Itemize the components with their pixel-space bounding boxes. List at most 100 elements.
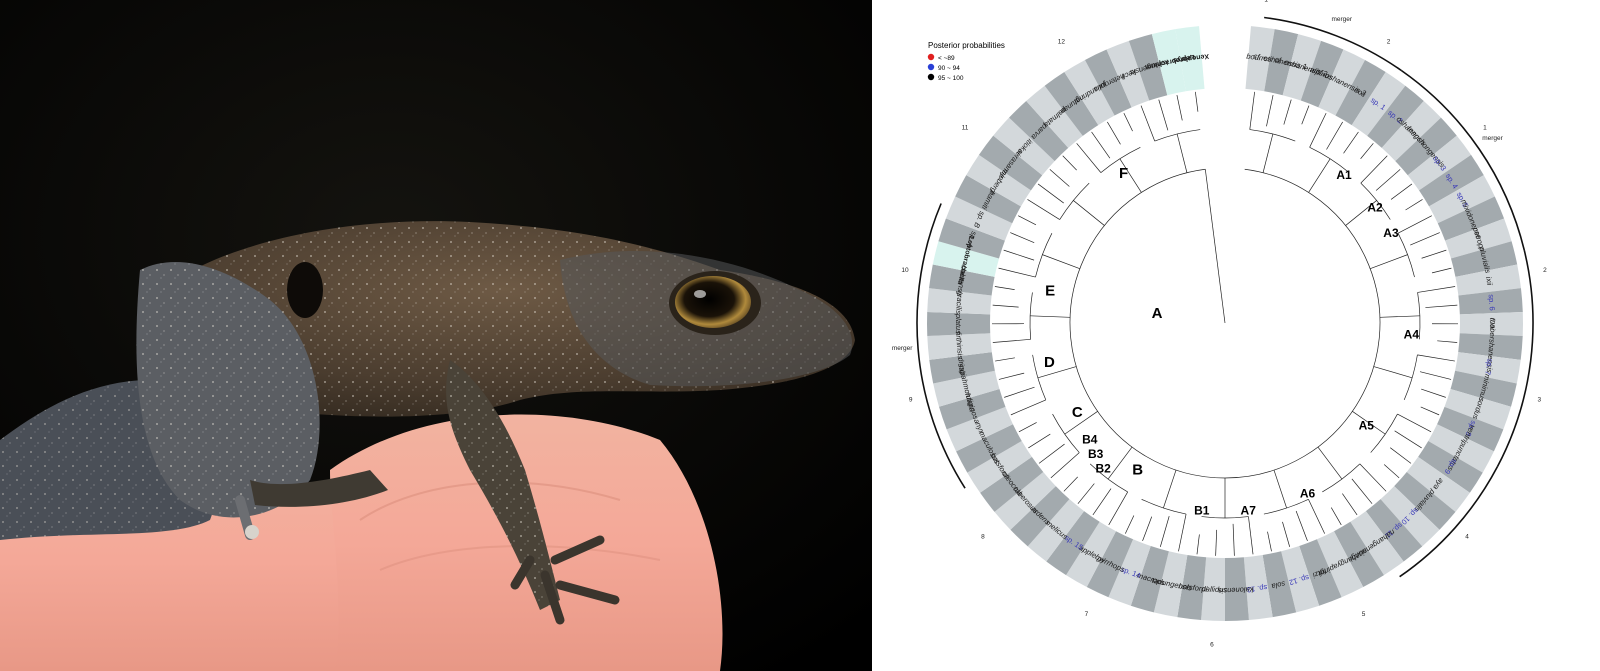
clade-sector bbox=[1245, 26, 1275, 92]
tree-branch bbox=[1342, 493, 1358, 516]
tree-branch bbox=[1360, 143, 1374, 159]
tree-branch bbox=[1417, 286, 1456, 293]
clade-sector bbox=[1458, 288, 1523, 315]
clade-label-b3: B3 bbox=[1088, 447, 1104, 461]
clade-sector bbox=[1316, 531, 1364, 598]
taxon-label: nyx bbox=[974, 421, 987, 436]
tree-branch bbox=[1119, 158, 1142, 193]
taxon-label: kalonensis bbox=[1218, 585, 1254, 595]
clade-label-d: D bbox=[1044, 354, 1055, 371]
tree-branch bbox=[1163, 469, 1177, 509]
tree-branch bbox=[1375, 169, 1401, 191]
tree-branch bbox=[1092, 488, 1112, 516]
side-number: 1 bbox=[1264, 0, 1268, 4]
grouping-arc bbox=[1496, 250, 1534, 468]
side-number: 2 bbox=[1543, 267, 1547, 274]
tree-branch bbox=[1062, 155, 1077, 171]
tree-branch bbox=[1282, 521, 1291, 547]
tree-branch bbox=[998, 267, 1036, 278]
clade-sector bbox=[945, 196, 1013, 241]
tree-branch bbox=[1410, 232, 1440, 246]
tree-branch bbox=[1301, 105, 1310, 125]
tree-branch bbox=[1195, 91, 1199, 112]
tree-branch bbox=[1370, 254, 1408, 269]
tree-branch bbox=[1379, 315, 1420, 318]
clade-label-f: F bbox=[1119, 165, 1128, 182]
clade-sector bbox=[956, 424, 1022, 473]
tree-branch bbox=[1309, 112, 1327, 148]
tree-branch bbox=[1140, 105, 1156, 142]
clade-sector bbox=[1418, 440, 1483, 493]
clade-sector bbox=[929, 352, 995, 384]
tree-branch bbox=[1397, 413, 1432, 433]
clade-sector bbox=[1026, 85, 1083, 148]
clade-sector bbox=[1086, 531, 1134, 598]
clade-sector bbox=[980, 456, 1044, 512]
clade-sector bbox=[946, 406, 1013, 452]
tree-branch bbox=[1248, 516, 1254, 555]
tree-branch bbox=[1360, 155, 1388, 184]
tree-branch bbox=[1326, 121, 1343, 150]
clade-label-a1: A1 bbox=[1336, 168, 1352, 182]
clade-sector bbox=[967, 440, 1032, 493]
clade-sector bbox=[1046, 511, 1100, 576]
legend-dot bbox=[927, 63, 935, 71]
tree-branch bbox=[994, 286, 1015, 290]
grouping-arc bbox=[1399, 466, 1499, 578]
tree-branch bbox=[1010, 232, 1035, 244]
clade-sector bbox=[1084, 49, 1132, 116]
tree-branch bbox=[1142, 516, 1153, 542]
tree-branches bbox=[992, 91, 1458, 556]
clade-label-b4: B4 bbox=[1082, 432, 1098, 446]
legend-item: 90 ~ 94 bbox=[927, 63, 960, 72]
clade-sector bbox=[1445, 218, 1512, 259]
tree-branch bbox=[992, 338, 1031, 343]
clade-sector bbox=[1459, 312, 1523, 336]
clade-sector bbox=[1064, 59, 1115, 126]
frog-photo bbox=[0, 0, 872, 671]
clade-sector bbox=[1009, 100, 1069, 162]
side-number: 11 bbox=[962, 125, 969, 132]
clade-sector bbox=[1455, 264, 1521, 296]
tree-branch bbox=[1262, 133, 1274, 173]
clade-sector bbox=[993, 117, 1055, 176]
tree-branch bbox=[1050, 452, 1080, 479]
clade-sector bbox=[955, 175, 1021, 224]
clade-sector bbox=[933, 370, 1000, 407]
tree-branch bbox=[1108, 491, 1128, 526]
clade-sector bbox=[1128, 34, 1168, 101]
frog-photo-panel bbox=[0, 0, 872, 671]
tree-branch bbox=[1073, 200, 1105, 226]
clade-sector bbox=[1455, 352, 1521, 384]
tree-branch bbox=[1107, 446, 1133, 480]
side-number: 6 bbox=[1210, 642, 1214, 649]
clade-sector bbox=[1444, 389, 1511, 430]
taxon-label: pallidus bbox=[1200, 584, 1227, 594]
legend-label: 95 ~ 100 bbox=[938, 75, 964, 82]
clade-sector bbox=[1225, 557, 1249, 621]
clade-sector bbox=[1177, 554, 1207, 621]
tree-branch bbox=[1394, 430, 1422, 449]
side-number: 9 bbox=[909, 396, 913, 403]
side-number: 5 bbox=[1362, 611, 1366, 618]
tree-branch bbox=[1038, 443, 1065, 464]
taxon-label: sola bbox=[1271, 579, 1286, 591]
side-number: 8 bbox=[981, 533, 985, 540]
clade-sector bbox=[939, 389, 1006, 430]
tree-branch bbox=[1077, 483, 1095, 504]
tree-branch bbox=[1063, 476, 1078, 492]
tree-branch bbox=[1004, 386, 1035, 398]
taxon-label: tuoi bbox=[1488, 318, 1497, 330]
grouping-arc bbox=[916, 203, 966, 489]
merger-label: merger bbox=[1331, 16, 1352, 23]
tree-branch bbox=[1420, 406, 1440, 416]
clade-sector bbox=[927, 312, 991, 336]
taxon-label: bourreti bbox=[1246, 52, 1273, 64]
tree-branch bbox=[1390, 183, 1413, 200]
clade-sector bbox=[1281, 545, 1320, 613]
clade-sector bbox=[1395, 117, 1457, 176]
clade-sector bbox=[1450, 370, 1517, 407]
tree-branch bbox=[1125, 515, 1135, 534]
